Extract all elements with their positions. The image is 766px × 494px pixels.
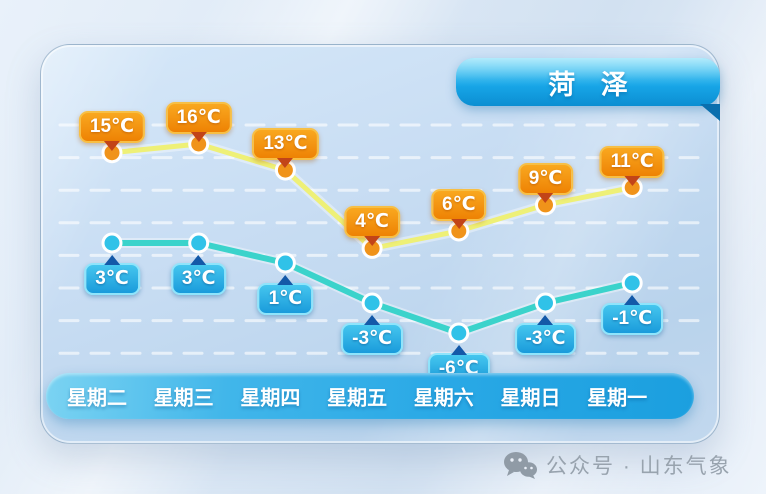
- low-temp-badge: -1℃: [601, 303, 664, 335]
- low-temp-badge: 1℃: [257, 283, 314, 315]
- high-temp-badge: 16℃: [165, 102, 232, 134]
- city-banner: 菏 泽: [456, 58, 720, 106]
- weekday-label: 星期三: [153, 387, 214, 410]
- wechat-icon: [504, 452, 537, 479]
- weekday-label: 星期四: [240, 387, 301, 410]
- banner-fold-decoration: [700, 104, 720, 121]
- weekday-label: 星期六: [413, 387, 474, 410]
- high-temp-badge: 15℃: [78, 110, 146, 143]
- high-temp-badge: 13℃: [252, 128, 319, 161]
- weekday-label: 星期五: [327, 387, 388, 410]
- low-temp-badge: -3℃: [514, 323, 577, 355]
- weekday-label: 星期日: [500, 387, 561, 410]
- low-temp-badge: 3℃: [170, 263, 227, 295]
- weekday-label: 星期二: [67, 387, 127, 410]
- weekday-label: 星期一: [587, 387, 648, 410]
- high-temp-badge: 9℃: [517, 162, 574, 195]
- city-name: 菏 泽: [548, 69, 637, 100]
- low-temp-badge: -3℃: [341, 323, 404, 355]
- high-temp-badge: 6℃: [431, 189, 487, 221]
- weekday-axis: 星期二 星期三 星期四 星期五 星期六 星期日 星期一: [46, 373, 694, 419]
- watermark-text: 公众号 · 山东气象: [546, 455, 732, 478]
- watermark: 公众号 · 山东气象: [503, 450, 732, 480]
- high-temp-badge: 11℃: [599, 145, 665, 178]
- low-temp-badge: 3℃: [84, 263, 140, 295]
- high-temp-badge: 4℃: [344, 206, 400, 239]
